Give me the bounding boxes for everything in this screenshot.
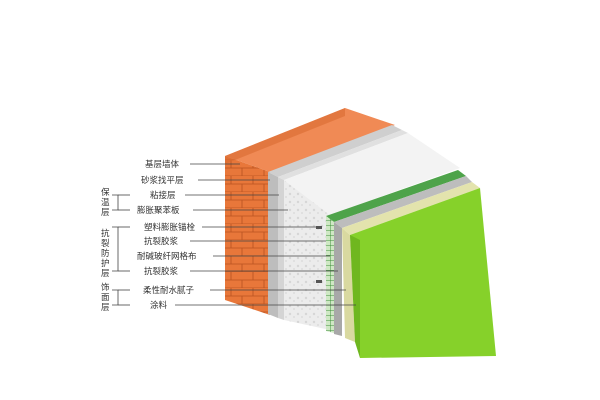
brick-wall-top [225, 108, 395, 172]
brick-wall-top-face [225, 108, 345, 164]
group-anticrack-char-4: 护 [101, 258, 110, 269]
label-anti-crack-mortar-2: 抗裂胶浆 [144, 266, 179, 277]
label-anti-crack-mortar-1: 抗裂胶浆 [144, 236, 179, 247]
layer-labels: 基层墙体 砂浆找平层 粘接层 膨胀聚苯板 塑料膨胀锚栓 抗裂胶浆 耐碱玻纤网格布… [137, 159, 356, 311]
label-plastic-anchor: 塑料膨胀锚栓 [144, 222, 196, 233]
label-eps-board: 膨胀聚苯板 [137, 205, 180, 216]
label-fiberglass-mesh: 耐碱玻纤网格布 [137, 251, 197, 262]
putty-layer [342, 182, 480, 342]
group-insulation-char-3: 层 [101, 208, 110, 218]
brick-wall-front [225, 156, 270, 315]
group-finish-char-2: 面 [101, 293, 110, 303]
fiberglass-mesh-layer [326, 170, 466, 333]
group-anticrack-char-5: 层 [101, 269, 110, 279]
mortar-leveling-layer [268, 125, 402, 318]
group-insulation-char-1: 保 [101, 187, 110, 198]
group-anticrack-char-3: 防 [101, 248, 110, 259]
brick-wall [225, 108, 395, 315]
group-finish-char-1: 饰 [101, 282, 110, 293]
render-layer [334, 176, 472, 336]
plastic-anchor [316, 226, 322, 283]
label-adhesive: 粘接层 [150, 190, 176, 201]
label-flexible-putty: 柔性耐水腻子 [143, 285, 195, 296]
group-insulation-char-2: 温 [101, 197, 110, 208]
label-mortar-leveling: 砂浆找平层 [141, 175, 184, 186]
adhesive-layer [278, 130, 408, 320]
label-base-wall: 基层墙体 [145, 159, 180, 170]
group-finish-char-3: 层 [101, 303, 110, 313]
group-anticrack-char-1: 抗 [101, 228, 110, 239]
label-coating: 涂料 [150, 300, 168, 311]
coating-panel [350, 188, 496, 358]
group-brackets: 保 温 层 抗 裂 防 护 层 饰 面 层 [101, 187, 130, 313]
group-anticrack-char-2: 裂 [101, 238, 110, 249]
eps-insulation-board [284, 133, 460, 330]
